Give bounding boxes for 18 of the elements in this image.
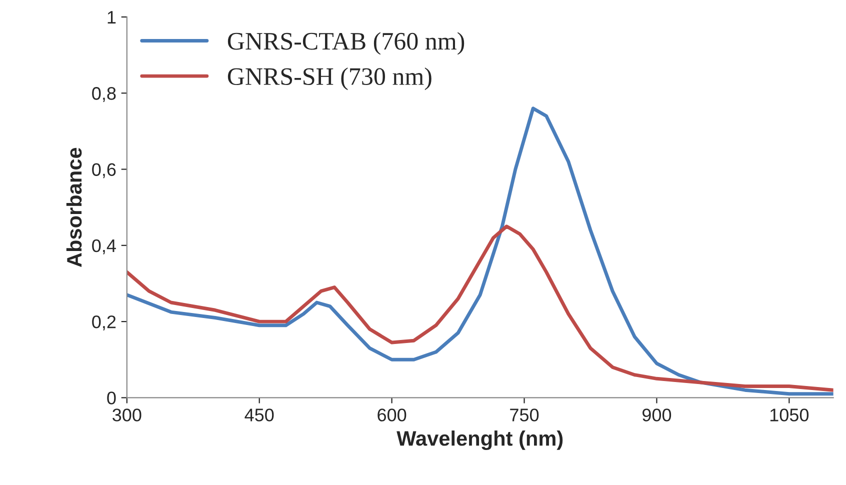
y-tick-label: 1 — [108, 11, 116, 24]
legend-label: GNRS-CTAB (760 nm) — [228, 32, 464, 55]
x-axis-title: Wavelenght (nm) — [396, 430, 563, 450]
y-tick-label: 0,6 — [92, 163, 116, 178]
x-tick-label: 900 — [642, 408, 672, 422]
x-tick-label: 600 — [378, 408, 406, 422]
x-tick-label: 750 — [510, 408, 539, 422]
line-series — [126, 224, 834, 392]
x-tick-label: 1050 — [770, 408, 809, 422]
x-tick-label: 300 — [112, 408, 142, 422]
y-tick-label: 0,2 — [92, 315, 116, 330]
line-series — [126, 106, 834, 396]
x-tick-label: 450 — [244, 408, 274, 422]
y-tick-label: 0 — [107, 392, 116, 404]
legend-label: GNRS-SH (730 nm) — [228, 67, 432, 90]
y-tick-label: 0,8 — [92, 87, 116, 102]
y-tick-label: 0,4 — [92, 239, 116, 254]
y-axis-title: Absorbance — [66, 148, 82, 268]
